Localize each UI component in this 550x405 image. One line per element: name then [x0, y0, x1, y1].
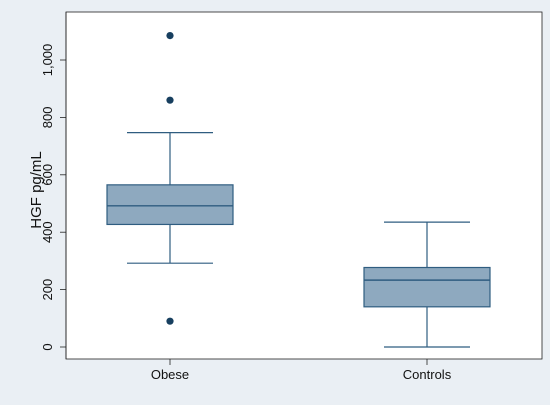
x-tick-label: Obese: [151, 367, 189, 382]
interquartile-box: [106, 184, 234, 226]
x-axis-ticks: Obese Controls: [151, 359, 452, 382]
y-tick-label: 600: [40, 164, 55, 186]
box-series: [106, 32, 491, 348]
y-tick-label: 0: [40, 343, 55, 350]
outlier-point: [166, 317, 174, 325]
y-axis-title: HGF pg/mL: [28, 151, 45, 229]
y-tick-label: 800: [40, 107, 55, 129]
x-tick-label: Controls: [403, 367, 452, 382]
interquartile-box: [363, 266, 491, 308]
y-tick-label: 200: [40, 279, 55, 301]
box-obese: [106, 32, 234, 325]
y-axis-ticks: 0 200 400 600 800 1,000: [40, 44, 66, 351]
y-tick-label: 400: [40, 221, 55, 243]
y-tick-label: 1,000: [40, 44, 55, 77]
outlier-point: [166, 96, 174, 104]
outlier-point: [166, 32, 174, 40]
box-controls: [363, 221, 491, 348]
